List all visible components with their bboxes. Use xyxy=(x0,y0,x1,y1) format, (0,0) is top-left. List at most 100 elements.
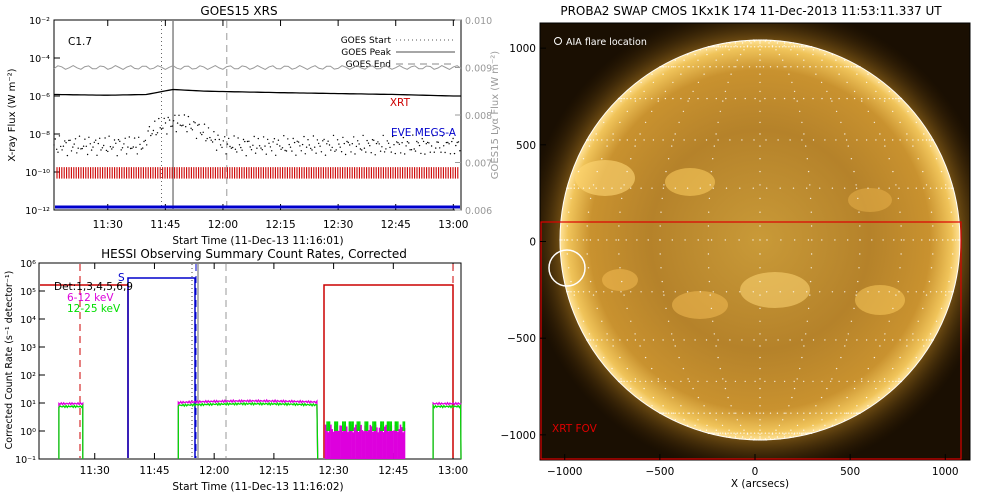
grid-dot xyxy=(935,239,938,241)
grid-dot xyxy=(568,211,570,213)
goes-point xyxy=(181,125,183,127)
grid-dot xyxy=(743,49,745,51)
grid-dot xyxy=(662,73,664,75)
grid-dot xyxy=(741,412,744,414)
goes-point xyxy=(451,140,453,143)
grid-dot xyxy=(659,225,661,227)
grid-dot xyxy=(697,396,700,399)
swap-x-tick-label: −500 xyxy=(645,466,674,478)
grid-dot xyxy=(796,378,798,380)
grid-dot xyxy=(775,432,777,434)
goes-point xyxy=(121,147,124,149)
grid-dot xyxy=(759,345,761,347)
goes-point xyxy=(252,144,254,146)
grid-dot xyxy=(759,438,761,440)
grid-dot xyxy=(734,436,737,438)
grid-dot xyxy=(705,429,708,431)
grid-dot xyxy=(929,333,932,335)
goes-point xyxy=(339,146,341,148)
grid-dot xyxy=(611,110,613,113)
grid-dot xyxy=(867,380,869,383)
grid-dot xyxy=(888,90,890,93)
grid-dot xyxy=(929,187,932,189)
grid-dot xyxy=(759,396,761,399)
grid-dot xyxy=(830,97,832,100)
grid-dot xyxy=(571,239,573,241)
goes-point xyxy=(201,133,203,136)
goes-point xyxy=(68,139,70,142)
goes-point xyxy=(217,134,219,136)
grid-dot xyxy=(867,291,869,293)
grid-dot xyxy=(850,412,853,414)
grid-dot xyxy=(923,345,925,347)
grid-dot xyxy=(626,339,628,341)
grid-dot xyxy=(884,145,886,147)
grid-dot xyxy=(715,49,717,51)
grid-dot xyxy=(674,133,676,135)
grid-dot xyxy=(621,280,623,283)
goes-point xyxy=(97,142,100,145)
goes-y-tick-label: 10⁻⁸ xyxy=(29,130,50,141)
goes-point xyxy=(400,152,402,154)
grid-dot xyxy=(895,184,897,186)
goes-point xyxy=(429,151,431,153)
goes-point xyxy=(93,141,96,143)
goes-point xyxy=(413,148,415,150)
goes-point xyxy=(387,142,390,144)
goes-point xyxy=(425,143,427,145)
grid-dot xyxy=(739,424,742,427)
grid-dot xyxy=(831,412,833,414)
goes-point xyxy=(260,147,262,149)
grid-dot xyxy=(672,412,675,414)
grid-dot xyxy=(812,49,815,51)
grid-dot xyxy=(906,139,908,141)
goes-point xyxy=(233,135,235,137)
grid-dot xyxy=(805,46,807,48)
grid-dot xyxy=(759,110,761,113)
swap-y-tick-label: 0 xyxy=(529,237,536,249)
grid-dot xyxy=(601,158,603,160)
grid-dot xyxy=(623,97,625,100)
grid-dot xyxy=(651,187,653,189)
grid-dot xyxy=(775,429,777,431)
grid-dot xyxy=(759,170,761,173)
goes-point xyxy=(160,128,163,130)
grid-dot xyxy=(783,66,785,68)
grid-dot xyxy=(750,432,752,434)
grid-dot xyxy=(619,121,621,124)
grid-dot xyxy=(853,387,856,390)
hessi-detector-label: Det:1,3,4,5,6,9 xyxy=(54,281,133,293)
grid-dot xyxy=(759,100,761,102)
grid-dot xyxy=(680,405,682,407)
grid-dot xyxy=(785,46,787,48)
hessi-y-tick-label: 10² xyxy=(20,371,36,382)
grid-dot xyxy=(807,239,810,241)
grid-dot xyxy=(678,356,680,359)
goes-point xyxy=(269,146,272,148)
goes-y2-tick-label: 0.010 xyxy=(465,16,492,27)
grid-dot xyxy=(724,387,727,390)
goes-point xyxy=(409,149,411,151)
goes-point xyxy=(436,141,438,143)
grid-dot xyxy=(715,66,717,68)
grid-dot xyxy=(925,184,928,186)
goes-point xyxy=(324,154,327,156)
grid-dot xyxy=(618,225,620,227)
grid-dot xyxy=(634,378,637,380)
grid-dot xyxy=(672,396,674,399)
goes-point xyxy=(64,140,66,142)
eve-label: EVE MEGS-A xyxy=(391,127,457,139)
goes-point xyxy=(166,133,168,135)
goes-point xyxy=(77,147,79,149)
grid-dot xyxy=(728,49,730,51)
goes-point xyxy=(350,151,352,153)
grid-dot xyxy=(900,225,902,227)
grid-dot xyxy=(730,73,732,75)
grid-dot xyxy=(857,197,859,200)
grid-dot xyxy=(674,412,676,414)
grid-dot xyxy=(831,187,834,189)
grid-dot xyxy=(928,239,931,241)
grid-dot xyxy=(850,66,853,68)
goes-point xyxy=(452,137,454,140)
grid-dot xyxy=(706,424,708,427)
